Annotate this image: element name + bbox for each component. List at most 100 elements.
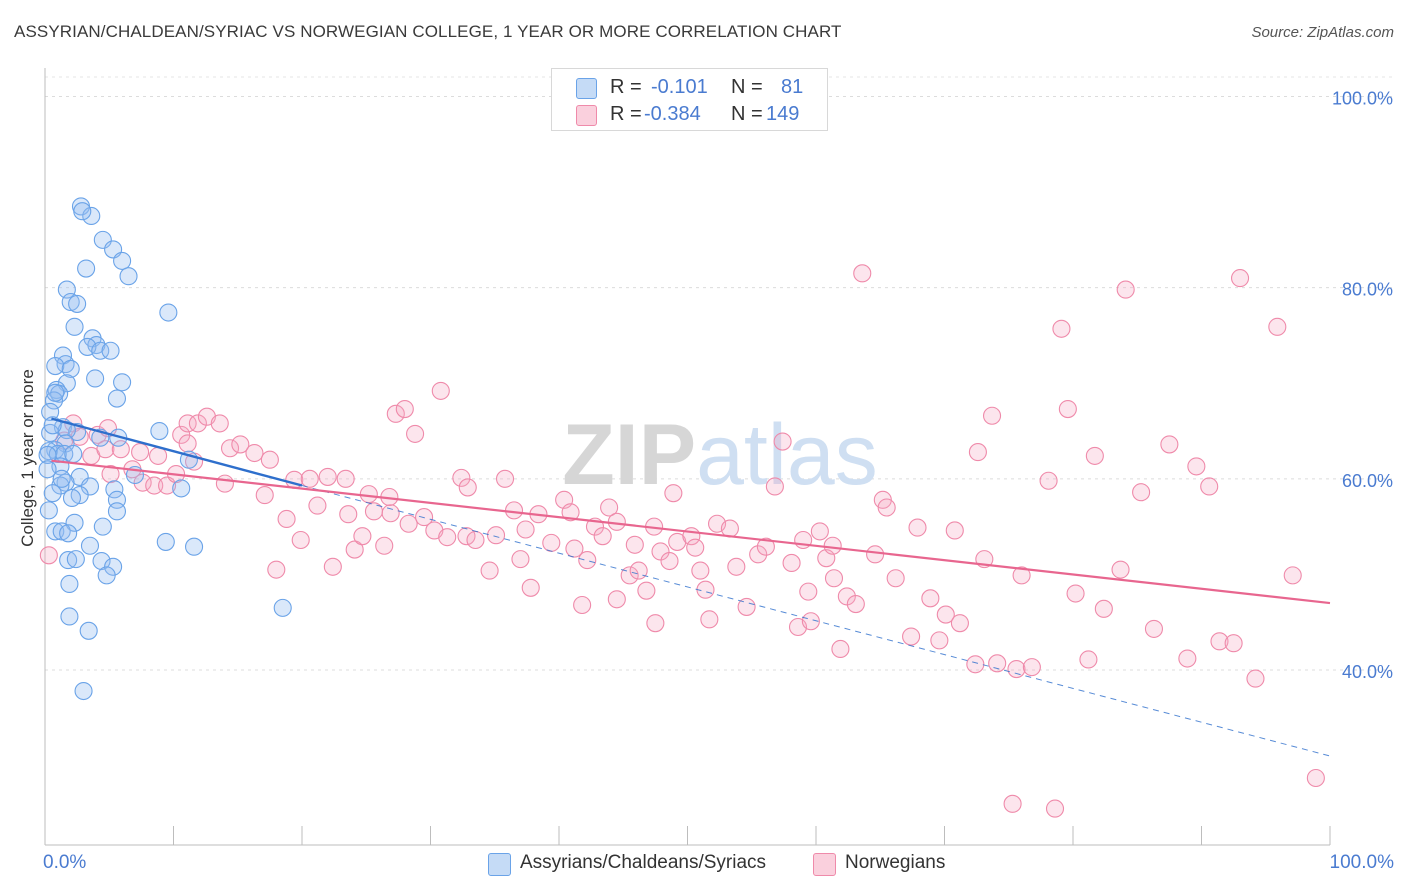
norwegian-point — [651, 542, 670, 561]
assyrian-point — [86, 369, 105, 388]
norwegian-point — [359, 485, 378, 504]
norwegian-point — [1066, 584, 1085, 603]
norwegian-point — [824, 569, 844, 588]
assyrian-point — [59, 551, 78, 570]
assyrian-point — [65, 317, 84, 336]
norwegian-point — [495, 469, 515, 488]
assyrian-point — [150, 421, 169, 441]
norwegian-point — [1144, 619, 1164, 638]
source-credit: Source: ZipAtlas.com — [1251, 24, 1394, 41]
assyrian-point — [66, 550, 85, 569]
norwegian-point — [458, 478, 477, 497]
norwegian-point — [516, 520, 535, 539]
norwegian-point — [399, 514, 418, 533]
norwegian-point — [749, 545, 768, 564]
norwegian-point — [593, 527, 612, 546]
norwegian-point — [1116, 280, 1135, 299]
norwegian-point — [691, 561, 710, 580]
norwegian-point — [277, 509, 296, 529]
norwegian-point — [504, 501, 524, 520]
norwegian-point — [637, 581, 656, 600]
assyrian-point — [113, 373, 132, 392]
norwegian-point — [573, 595, 592, 615]
norwegian-point — [364, 502, 384, 521]
norwegian-point — [765, 477, 784, 496]
norwegian-point — [686, 538, 705, 557]
assyrian-point — [61, 359, 80, 378]
y-tick-label: 40.0% — [1342, 662, 1393, 682]
norwegian-point — [291, 530, 310, 550]
norwegian-point — [700, 610, 719, 629]
norwegian-point — [386, 404, 405, 423]
norwegian-point — [1246, 669, 1265, 688]
legend-r-value: -0.384 — [644, 103, 701, 125]
assyrian-point — [44, 391, 64, 410]
norwegian-point — [982, 406, 1002, 425]
legend-r-value: -0.101 — [651, 76, 708, 98]
norwegian-point — [318, 467, 337, 486]
norwegian-point — [381, 504, 400, 523]
y-tick-label: 80.0% — [1342, 280, 1393, 300]
assyrian-point — [185, 537, 204, 556]
assyrian-point — [68, 294, 87, 313]
norwegian-point — [300, 469, 319, 488]
norwegian-point — [438, 528, 457, 547]
norwegian-point — [966, 655, 985, 674]
norwegian-point — [267, 560, 286, 579]
norwegian-point — [131, 443, 150, 462]
assyrian-point — [91, 341, 110, 360]
norwegian-point — [188, 414, 207, 433]
assyrian-point — [64, 444, 83, 464]
assyrian-point — [60, 607, 79, 626]
norwegian-point — [1268, 317, 1287, 336]
chart-title: ASSYRIAN/CHALDEAN/SYRIAC VS NORWEGIAN CO… — [14, 22, 842, 41]
norwegian-point — [1210, 632, 1229, 651]
assyrian-point — [62, 488, 82, 508]
norwegian-point — [323, 557, 342, 576]
norwegian-point — [231, 435, 250, 454]
norwegian-point — [1111, 560, 1130, 579]
norwegian-trendline — [51, 459, 1331, 605]
assyrian-point — [60, 574, 79, 594]
assyrian-point — [79, 621, 98, 640]
assyrian-point — [159, 303, 178, 322]
norwegian-point — [1045, 799, 1065, 818]
norwegian-point — [988, 654, 1007, 673]
norwegian-point — [810, 522, 829, 541]
legend-n-label: N = — [731, 76, 763, 98]
norwegian-point — [950, 614, 969, 633]
norwegian-point — [486, 526, 506, 545]
norwegian-point — [727, 557, 746, 576]
norwegian-point — [511, 550, 530, 569]
bottom-legend-label: Assyrians/Chaldeans/Syriacs — [520, 852, 767, 873]
norwegian-point — [1283, 566, 1302, 585]
assyrian-point — [41, 402, 60, 421]
norwegian-point — [178, 414, 197, 433]
norwegian-point — [578, 551, 597, 570]
norwegian-point — [415, 508, 434, 527]
bottom-legend-label: Norwegians — [845, 852, 946, 873]
norwegian-point — [866, 545, 885, 564]
assyrian-point — [77, 259, 96, 278]
y-tick-label: 100.0% — [1332, 89, 1393, 109]
legend-n-label: N = — [731, 103, 763, 125]
norwegian-point — [831, 639, 850, 659]
y-axis-label: College, 1 year or more — [18, 369, 37, 547]
assyrian-point — [101, 341, 120, 360]
assyrian-trendline-extension — [301, 485, 1331, 757]
norwegian-point — [664, 484, 683, 503]
norwegian-point — [799, 582, 818, 601]
norwegian-point — [1012, 566, 1031, 585]
norwegian-point — [375, 536, 394, 555]
assyrian-point — [107, 502, 127, 521]
assyrian-point — [52, 522, 71, 541]
legend-swatch-blue — [576, 78, 597, 99]
assyrian-point — [74, 681, 93, 701]
norwegian-point — [1306, 768, 1325, 788]
norwegian-point — [406, 424, 425, 443]
norwegian-point — [245, 443, 264, 463]
norwegian-point — [1085, 446, 1104, 465]
norwegian-point — [930, 631, 949, 650]
norwegian-point — [260, 450, 279, 469]
norwegian-point — [345, 540, 364, 559]
